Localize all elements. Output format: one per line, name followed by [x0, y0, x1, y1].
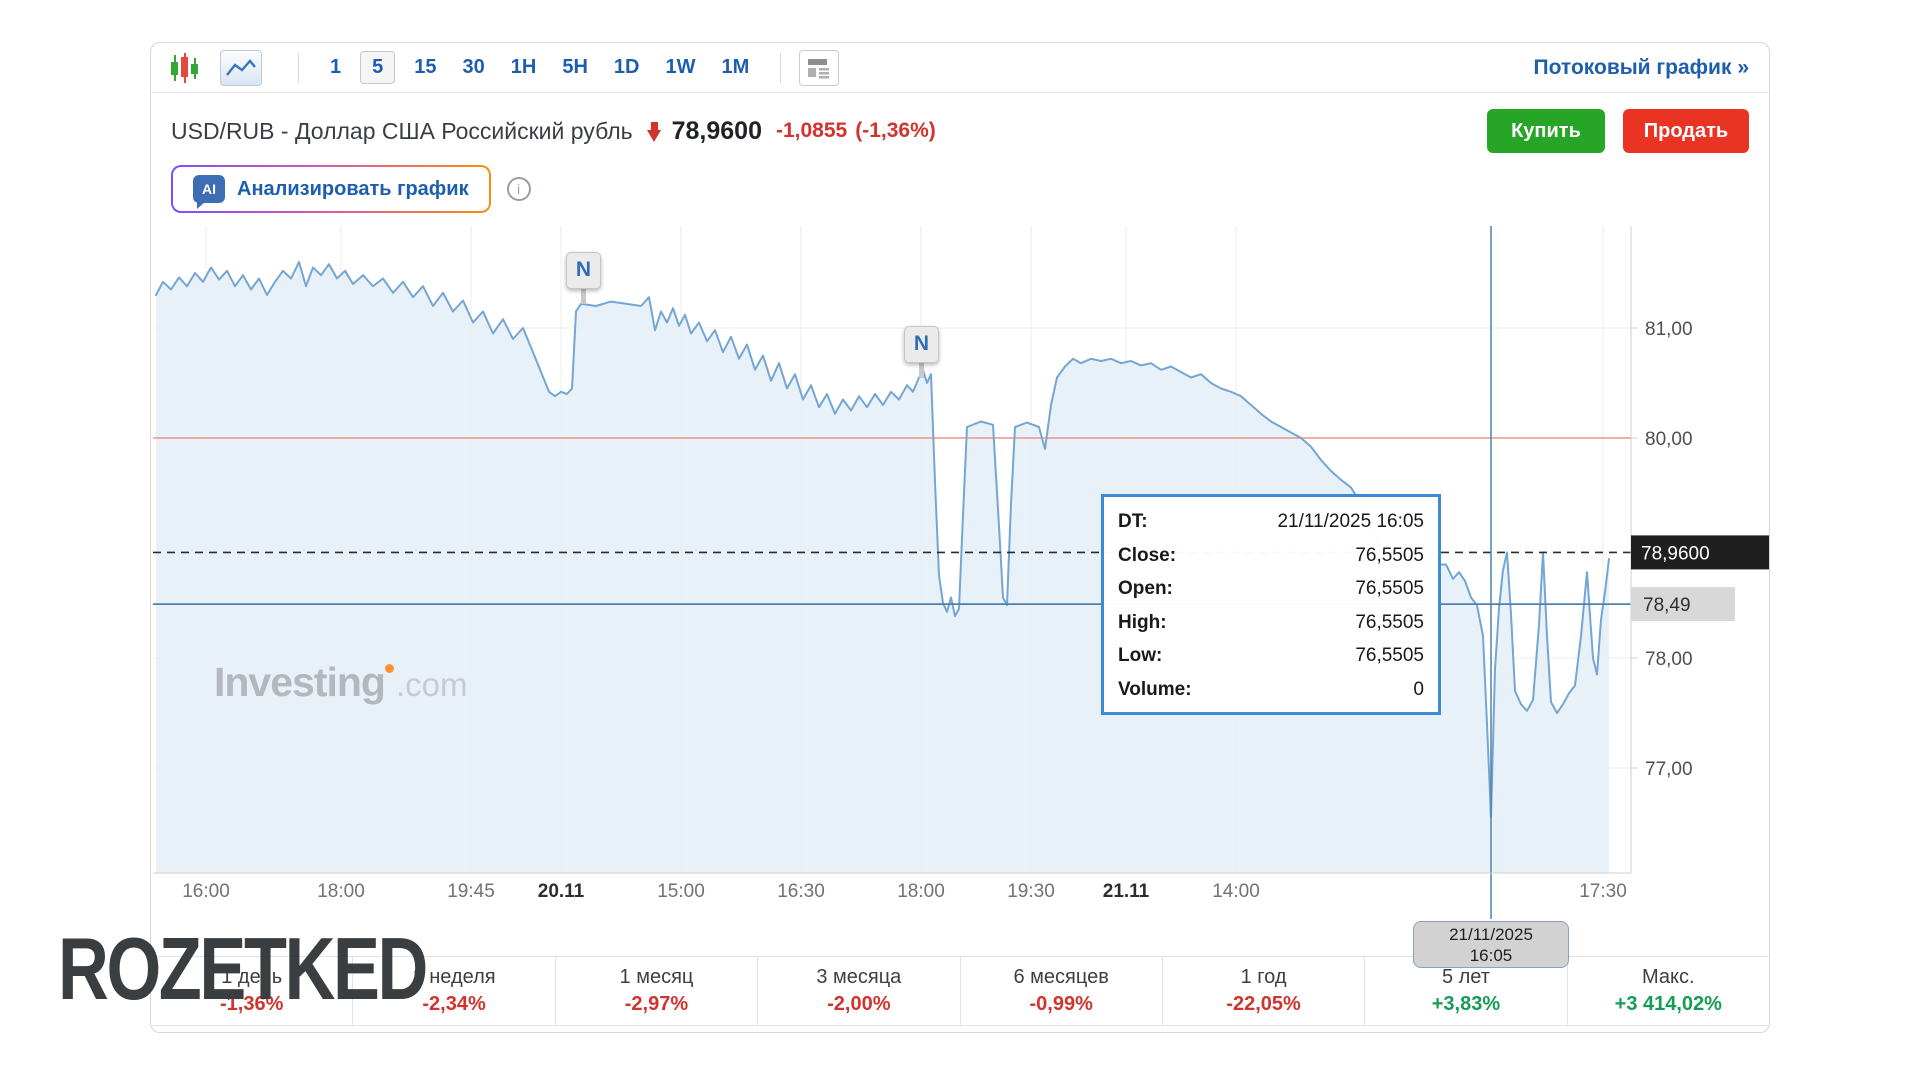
svg-text:18:00: 18:00	[317, 881, 365, 902]
svg-text:78,49: 78,49	[1643, 595, 1691, 616]
svg-text:14:00: 14:00	[1212, 881, 1260, 902]
period-max[interactable]: Макс. +3 414,02%	[1614, 966, 1722, 1015]
price-chart[interactable]: 81,00 80,00 78,00 77,00 78,9600 78,49 16:00 18:…	[151, 221, 1769, 968]
page-title: USD/RUB - Доллар США Российский рубль	[171, 117, 633, 144]
candle-green	[191, 53, 198, 83]
line-chart-icon[interactable]	[220, 49, 262, 86]
candlestick-chart-icon[interactable]	[171, 52, 198, 83]
svg-text:21.11: 21.11	[1103, 881, 1150, 902]
sell-button[interactable]: Продать	[1623, 109, 1749, 153]
streaming-chart-link[interactable]: Потоковый график »	[1534, 56, 1749, 80]
news-marker[interactable]: N	[566, 251, 601, 289]
investing-watermark-suffix: .com	[395, 666, 468, 703]
toolbar-separator	[780, 52, 782, 83]
svg-text:81,00: 81,00	[1645, 319, 1693, 340]
timeframe-1m[interactable]: 1M	[721, 56, 750, 78]
svg-text:16:00: 16:00	[182, 881, 230, 902]
period-1-month[interactable]: 1 месяц -2,97%	[556, 957, 759, 1025]
investing-watermark-text: Investing	[214, 659, 386, 705]
chart-toolbar: 1 5 15 30 1H 5H 1D 1W 1M Потоковый графи…	[151, 43, 1769, 93]
period-1-year[interactable]: 1 год -22,05%	[1163, 957, 1366, 1025]
streaming-chart-arrow-icon: »	[1737, 55, 1749, 79]
ai-icon: AI	[193, 175, 225, 209]
last-price: 78,9600	[671, 116, 762, 145]
timeframe-1w[interactable]: 1W	[665, 56, 696, 78]
tooltip-row: Open: 76,5505	[1118, 578, 1424, 599]
svg-text:15:00: 15:00	[657, 881, 705, 902]
investing-watermark: Investing .com	[214, 659, 468, 706]
svg-text:77,00: 77,00	[1645, 759, 1693, 780]
crosshair-time: 16:05	[1469, 946, 1513, 965]
svg-text:78,00: 78,00	[1645, 649, 1693, 670]
toolbar-separator	[298, 52, 299, 83]
period-6-months[interactable]: 6 месяцев -0,99%	[961, 957, 1163, 1025]
line-chart-glyph	[226, 58, 256, 76]
svg-text:80,00: 80,00	[1645, 429, 1693, 450]
news-glyph	[808, 58, 830, 78]
price-change: -1,0855	[775, 119, 848, 142]
ai-analyze-button[interactable]: AI Анализировать график	[171, 165, 491, 213]
svg-text:20.11: 20.11	[538, 881, 585, 902]
buy-button[interactable]: Купить	[1487, 109, 1605, 153]
chart-canvas: 81,00 80,00 78,00 77,00 78,9600 78,49 16:00 18:…	[153, 226, 1769, 919]
tooltip-row: Volume: 0	[1118, 678, 1424, 700]
crosshair-date: 21/11/2025	[1449, 925, 1533, 944]
timeframe-15[interactable]: 15	[414, 56, 437, 78]
svg-text:19:45: 19:45	[447, 881, 495, 902]
news-marker-stem	[581, 288, 586, 304]
period-1-week[interactable]: 1 неделя -2,34%	[353, 957, 556, 1025]
period-5-years[interactable]: 5 лет +3,83%	[1365, 957, 1568, 1025]
timeframe-5h[interactable]: 5H	[562, 56, 588, 78]
instrument-header: USD/RUB - Доллар США Российский рубль 78…	[151, 93, 1769, 157]
svg-text:19:30: 19:30	[1007, 881, 1055, 902]
tooltip-row: DT: 21/11/2025 16:05	[1118, 511, 1424, 532]
timeframe-1d[interactable]: 1D	[613, 56, 640, 78]
svg-text:78,9600: 78,9600	[1641, 543, 1710, 564]
news-marker-stem	[919, 362, 924, 378]
crosshair-date-badge: 21/11/2025 16:05	[1413, 921, 1569, 968]
performance-bar: 1 день -1,36% 1 неделя -2,34% 1 месяц -2,97…	[151, 956, 1769, 1026]
chart-card: 1 5 15 30 1H 5H 1D 1W 1M Потоковый графи…	[150, 42, 1770, 1033]
ai-analyze-label: Анализировать график	[237, 177, 469, 200]
timeframe-5-selected[interactable]: 5	[360, 51, 396, 84]
timeframe-1h[interactable]: 1H	[510, 56, 537, 78]
tooltip-row: Close: 76,5505	[1118, 544, 1424, 566]
svg-text:17:30: 17:30	[1579, 881, 1627, 902]
tooltip-row: Low: 76,5505	[1118, 645, 1424, 666]
ai-analyze-row: AI Анализировать график i	[151, 157, 1769, 221]
ohlc-tooltip: DT: 21/11/2025 16:05 Close: 76,5505 Open: 7…	[1101, 494, 1441, 715]
candle-red	[181, 52, 188, 83]
candle-green	[171, 53, 178, 83]
streaming-chart-label: Потоковый график	[1533, 55, 1732, 79]
period-1-day[interactable]: 1 день -1,36%	[151, 957, 354, 1025]
rozetked-watermark: ROZETKED	[58, 919, 428, 1018]
timeframe-30[interactable]: 30	[462, 56, 485, 78]
timeframe-1[interactable]: 1	[330, 56, 342, 78]
svg-text:18:00: 18:00	[897, 881, 945, 902]
period-3-months[interactable]: 3 месяца -2,00%	[758, 957, 961, 1025]
investing-logo-dot-icon	[384, 664, 394, 673]
news-marker[interactable]: N	[904, 325, 939, 363]
svg-text:16:30: 16:30	[777, 881, 825, 902]
tooltip-row: High: 76,5505	[1118, 611, 1424, 633]
price-change-percent: (-1,36%)	[855, 119, 936, 142]
price-down-arrow-icon	[646, 121, 662, 142]
info-icon[interactable]: i	[506, 177, 531, 201]
ai-analyze-button-inner: AI Анализировать график	[173, 167, 489, 211]
news-layout-icon[interactable]	[799, 49, 840, 86]
